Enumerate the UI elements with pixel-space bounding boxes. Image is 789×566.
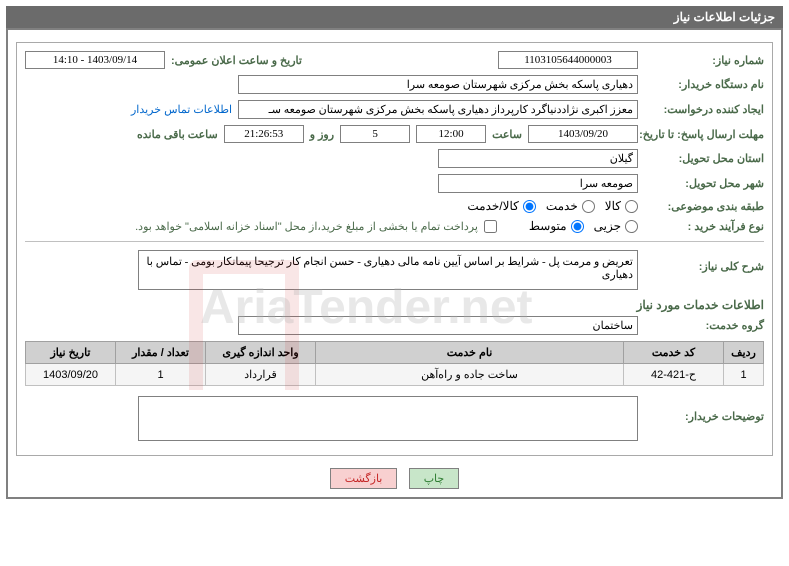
payment-note: پرداخت تمام یا بخشی از مبلغ خرید،از محل … bbox=[135, 220, 478, 233]
requester-label: ایجاد کننده درخواست: bbox=[644, 103, 764, 116]
radio-partial-label: جزیی bbox=[594, 219, 621, 233]
table-header-row: ردیف کد خدمت نام خدمت واحد اندازه گیری ت… bbox=[26, 342, 764, 364]
request-number-value: 1103105644000003 bbox=[498, 51, 638, 69]
countdown-value: 21:26:53 bbox=[224, 125, 304, 143]
deadline-label: مهلت ارسال پاسخ: تا تاریخ: bbox=[644, 128, 764, 141]
table-row: 1 ح-421-42 ساخت جاده و راه‌آهن قرارداد 1… bbox=[26, 364, 764, 386]
radio-goods-label: کالا bbox=[605, 199, 621, 213]
city-label: شهر محل تحویل: bbox=[644, 177, 764, 190]
process-radio-group: جزیی متوسط bbox=[529, 219, 638, 233]
category-label: طبقه بندی موضوعی: bbox=[644, 200, 764, 213]
requester-value: معزز اکبری نژاددنیاگرد کارپرداز دهیاری پ… bbox=[238, 100, 638, 119]
buttons-row: چاپ بازگشت bbox=[16, 468, 773, 489]
th-unit: واحد اندازه گیری bbox=[206, 342, 316, 364]
remaining-label: ساعت باقی مانده bbox=[137, 128, 218, 141]
process-type-label: نوع فرآیند خرید : bbox=[644, 220, 764, 233]
radio-medium-label: متوسط bbox=[529, 219, 567, 233]
td-code: ح-421-42 bbox=[624, 364, 724, 386]
radio-service[interactable] bbox=[582, 200, 595, 213]
td-num: 1 bbox=[724, 364, 764, 386]
days-label: روز و bbox=[310, 128, 334, 141]
payment-checkbox[interactable] bbox=[484, 220, 497, 233]
td-qty: 1 bbox=[116, 364, 206, 386]
radio-partial[interactable] bbox=[625, 220, 638, 233]
deadline-time-value: 12:00 bbox=[416, 125, 486, 143]
th-date: تاریخ نیاز bbox=[26, 342, 116, 364]
city-value: صومعه سرا bbox=[438, 174, 638, 193]
time-label: ساعت bbox=[492, 128, 522, 141]
category-radio-group: کالا خدمت کالا/خدمت bbox=[467, 199, 638, 213]
announce-date-value: 1403/09/14 - 14:10 bbox=[25, 51, 165, 69]
th-code: کد خدمت bbox=[624, 342, 724, 364]
contact-link[interactable]: اطلاعات تماس خریدار bbox=[131, 103, 232, 116]
th-name: نام خدمت bbox=[316, 342, 624, 364]
services-section-title: اطلاعات خدمات مورد نیاز bbox=[25, 298, 764, 312]
td-date: 1403/09/20 bbox=[26, 364, 116, 386]
radio-service-label: خدمت bbox=[546, 199, 578, 213]
inner-content: شماره نیاز: 1103105644000003 تاریخ و ساع… bbox=[16, 42, 773, 456]
buyer-org-label: نام دستگاه خریدار: bbox=[644, 78, 764, 91]
panel-title: جزئیات اطلاعات نیاز bbox=[6, 6, 783, 28]
radio-goods[interactable] bbox=[625, 200, 638, 213]
service-group-value: ساختمان bbox=[238, 316, 638, 335]
td-unit: قرارداد bbox=[206, 364, 316, 386]
service-group-label: گروه خدمت: bbox=[644, 319, 764, 332]
services-table: ردیف کد خدمت نام خدمت واحد اندازه گیری ت… bbox=[25, 341, 764, 386]
radio-goods-service-label: کالا/خدمت bbox=[467, 199, 518, 213]
request-number-label: شماره نیاز: bbox=[644, 54, 764, 67]
th-row: ردیف bbox=[724, 342, 764, 364]
td-name: ساخت جاده و راه‌آهن bbox=[316, 364, 624, 386]
summary-label: شرح کلی نیاز: bbox=[644, 260, 764, 273]
summary-textarea bbox=[138, 250, 638, 290]
buyer-notes-box bbox=[138, 396, 638, 441]
radio-goods-service[interactable] bbox=[523, 200, 536, 213]
deadline-date-value: 1403/09/20 bbox=[528, 125, 638, 143]
announce-date-label: تاریخ و ساعت اعلان عمومی: bbox=[171, 54, 302, 67]
back-button[interactable]: بازگشت bbox=[330, 468, 398, 489]
panel-body: شماره نیاز: 1103105644000003 تاریخ و ساع… bbox=[6, 28, 783, 499]
buyer-notes-label: توضیحات خریدار: bbox=[644, 410, 764, 423]
days-count-value: 5 bbox=[340, 125, 410, 143]
radio-medium[interactable] bbox=[571, 220, 584, 233]
buyer-org-value: دهیاری پاسکه بخش مرکزی شهرستان صومعه سرا bbox=[238, 75, 638, 94]
th-qty: تعداد / مقدار bbox=[116, 342, 206, 364]
print-button[interactable]: چاپ bbox=[409, 468, 460, 489]
province-value: گیلان bbox=[438, 149, 638, 168]
province-label: استان محل تحویل: bbox=[644, 152, 764, 165]
